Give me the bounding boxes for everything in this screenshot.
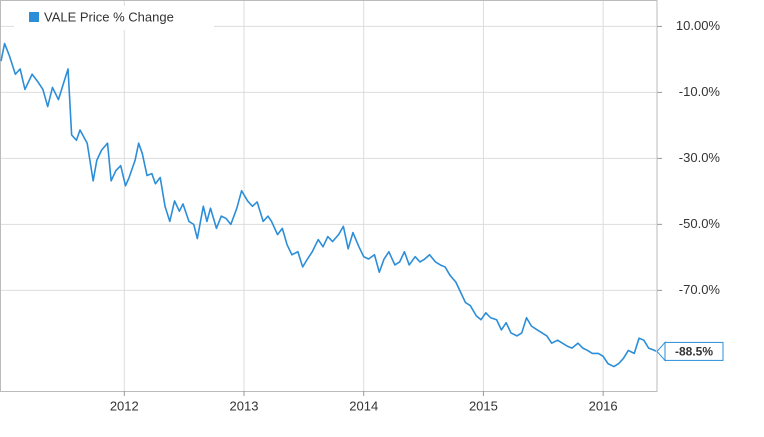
legend-swatch xyxy=(29,12,39,22)
x-tick-label: 2014 xyxy=(349,398,378,413)
y-tick-label: -30.0% xyxy=(679,150,721,165)
y-tick-label: -10.0% xyxy=(679,84,721,99)
legend-label: VALE Price % Change xyxy=(44,9,174,24)
end-label: -88.5% xyxy=(675,345,713,359)
y-tick-label: -50.0% xyxy=(679,216,721,231)
x-tick-label: 2015 xyxy=(469,398,498,413)
plot-frame xyxy=(0,0,658,392)
x-tick-label: 2016 xyxy=(589,398,618,413)
y-tick-label: 10.00% xyxy=(676,18,721,33)
legend-box xyxy=(14,6,214,30)
end-label-pointer xyxy=(656,341,666,362)
x-tick-label: 2012 xyxy=(110,398,139,413)
price-line xyxy=(0,42,657,368)
y-tick-label: -70.0% xyxy=(679,282,721,297)
end-label-box xyxy=(664,341,724,361)
x-tick-label: 2013 xyxy=(230,398,259,413)
